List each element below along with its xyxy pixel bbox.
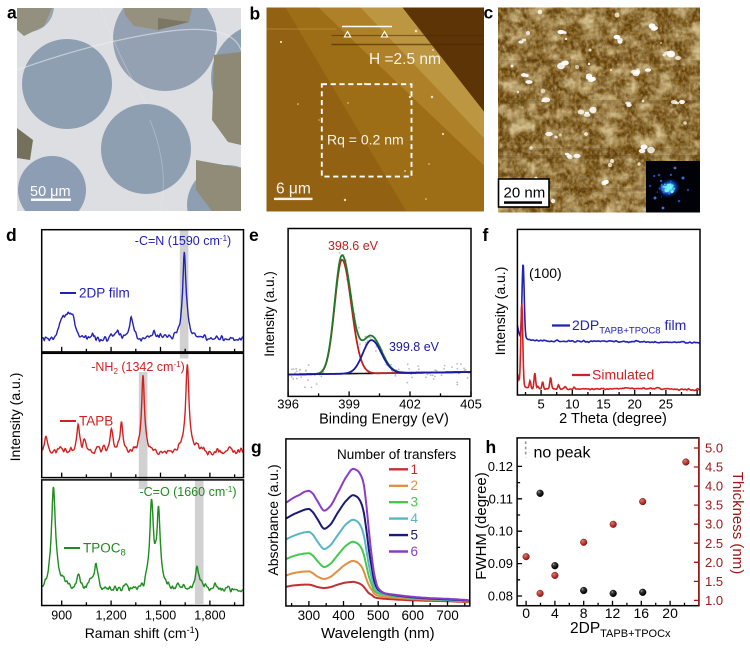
svg-text:e: e: [249, 225, 259, 245]
svg-text:500: 500: [367, 608, 390, 623]
svg-text:700: 700: [436, 608, 459, 623]
svg-text:Binding Energy (eV): Binding Energy (eV): [319, 412, 449, 428]
svg-text:0.10: 0.10: [488, 524, 513, 539]
svg-text:25: 25: [659, 397, 673, 412]
svg-text:398.6 eV: 398.6 eV: [328, 239, 379, 253]
svg-text:0: 0: [522, 605, 530, 621]
svg-text:Raman shift (cm-1): Raman shift (cm-1): [85, 625, 200, 641]
svg-text:300: 300: [298, 608, 321, 623]
svg-text:8: 8: [580, 605, 588, 621]
svg-text:Wavelength (nm): Wavelength (nm): [321, 625, 435, 642]
svg-text:c: c: [484, 3, 494, 23]
svg-text:396: 396: [277, 397, 299, 412]
svg-text:0.09: 0.09: [488, 556, 513, 571]
svg-text:h: h: [486, 437, 497, 457]
svg-text:12: 12: [605, 605, 621, 621]
svg-text:20 nm: 20 nm: [504, 185, 546, 202]
svg-text:Rq = 0.2 nm: Rq = 0.2 nm: [327, 132, 404, 148]
svg-text:20: 20: [627, 397, 641, 412]
svg-text:20: 20: [662, 605, 678, 621]
svg-text:Intensity (a.u.): Intensity (a.u.): [262, 271, 277, 357]
svg-text:16: 16: [634, 605, 650, 621]
svg-text:H =2.5 nm: H =2.5 nm: [369, 51, 441, 68]
svg-text:402: 402: [399, 397, 421, 412]
svg-text:4: 4: [411, 511, 419, 526]
svg-text:no peak: no peak: [534, 445, 592, 462]
svg-text:d: d: [6, 225, 17, 245]
svg-text:6: 6: [411, 544, 419, 559]
svg-text:g: g: [251, 437, 262, 457]
svg-text:1,800: 1,800: [194, 609, 225, 623]
svg-text:-C=O (1660 cm-1): -C=O (1660 cm-1): [139, 485, 236, 499]
svg-text:5.0: 5.0: [705, 441, 723, 456]
svg-text:6 μm: 6 μm: [276, 181, 311, 198]
svg-text:10: 10: [565, 397, 579, 412]
svg-text:0.12: 0.12: [488, 459, 513, 474]
svg-text:TPOC8: TPOC8: [83, 541, 126, 559]
svg-text:(100): (100): [529, 265, 562, 281]
svg-text:15: 15: [596, 397, 610, 412]
svg-text:1,200: 1,200: [95, 609, 126, 623]
svg-text:2.5: 2.5: [705, 536, 723, 551]
svg-text:b: b: [250, 4, 261, 24]
svg-text:1: 1: [411, 462, 419, 477]
svg-text:4.0: 4.0: [705, 479, 723, 494]
svg-text:399.8 eV: 399.8 eV: [389, 340, 440, 354]
svg-text:2.0: 2.0: [705, 555, 723, 570]
svg-text:1.0: 1.0: [705, 593, 723, 608]
svg-text:3.5: 3.5: [705, 498, 723, 513]
svg-text:Intensity (a.u.): Intensity (a.u.): [492, 267, 508, 356]
svg-text:900: 900: [51, 609, 72, 623]
svg-text:600: 600: [402, 608, 425, 623]
svg-text:1.5: 1.5: [705, 574, 723, 589]
svg-text:f: f: [483, 225, 489, 245]
svg-text:-NH2 (1342 cm-1): -NH2 (1342 cm-1): [91, 360, 185, 376]
svg-text:0.11: 0.11: [489, 491, 513, 506]
svg-text:2: 2: [411, 478, 419, 493]
svg-text:Thickness (nm): Thickness (nm): [729, 472, 746, 575]
svg-text:Intensity (a.u.): Intensity (a.u.): [7, 373, 23, 462]
svg-text:2 Theta (degree): 2 Theta (degree): [559, 411, 667, 427]
svg-text:3: 3: [411, 495, 419, 510]
svg-text:405: 405: [460, 397, 482, 412]
svg-text:399: 399: [338, 397, 360, 412]
svg-text:0.08: 0.08: [488, 589, 513, 604]
svg-text:FWHM (degree): FWHM (degree): [473, 472, 490, 580]
svg-text:5: 5: [411, 528, 419, 543]
svg-text:4.5: 4.5: [705, 460, 723, 475]
svg-text:Simulated: Simulated: [592, 367, 654, 383]
svg-text:4: 4: [551, 605, 559, 621]
svg-text:-C=N (1590 cm-1): -C=N (1590 cm-1): [135, 234, 231, 248]
svg-text:Absorbance (a.u.): Absorbance (a.u.): [265, 464, 281, 575]
svg-text:50 μm: 50 μm: [30, 184, 71, 200]
svg-text:2DP film: 2DP film: [79, 286, 130, 301]
svg-text:a: a: [7, 3, 17, 23]
svg-text:400: 400: [332, 608, 355, 623]
svg-text:Number of transfers: Number of transfers: [337, 447, 457, 462]
svg-text:1,500: 1,500: [145, 609, 176, 623]
svg-text:5: 5: [537, 397, 544, 412]
svg-text:TAPB: TAPB: [79, 414, 113, 429]
svg-text:3.0: 3.0: [705, 517, 723, 532]
